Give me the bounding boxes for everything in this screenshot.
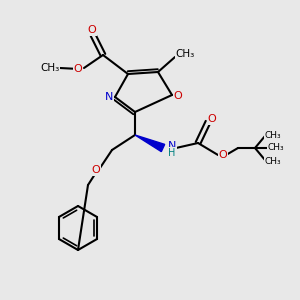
- Text: O: O: [74, 64, 82, 74]
- Text: O: O: [219, 150, 227, 160]
- Text: CH₃: CH₃: [265, 130, 281, 140]
- Text: CH₃: CH₃: [176, 49, 195, 59]
- Polygon shape: [135, 135, 165, 152]
- Text: N: N: [168, 141, 176, 151]
- Text: N: N: [105, 92, 113, 102]
- Text: O: O: [174, 91, 182, 101]
- Text: CH₃: CH₃: [265, 157, 281, 166]
- Text: CH₃: CH₃: [40, 63, 60, 73]
- Text: O: O: [88, 25, 96, 35]
- Text: H: H: [168, 148, 176, 158]
- Text: CH₃: CH₃: [268, 143, 284, 152]
- Text: O: O: [92, 165, 100, 175]
- Text: O: O: [208, 114, 216, 124]
